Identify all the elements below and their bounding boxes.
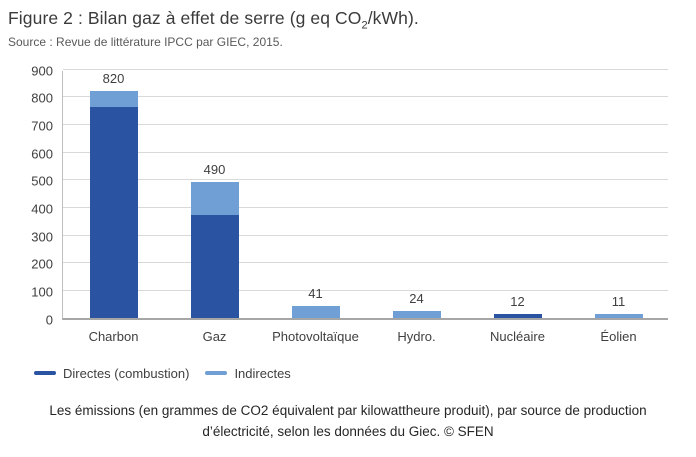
bar-segment [291, 306, 340, 318]
gridline [63, 262, 668, 264]
x-category-label: Photovoltaïque [272, 328, 359, 344]
bar-value-label: 820 [102, 70, 125, 86]
legend-marker-icon [205, 371, 228, 375]
bar-segment [493, 314, 542, 318]
legend-marker-icon [34, 371, 56, 375]
figure-caption: Les émissions (en grammes de CO2 équival… [0, 400, 696, 442]
y-tick-label: 200 [31, 256, 53, 272]
legend-item: Directes (combustion) [34, 366, 189, 381]
bar-chart: 0 100 200 300 400 500 600 700 800 900 820 490 41 24 1… [0, 64, 696, 326]
legend-label: Indirectes [234, 365, 291, 381]
bar-segment [392, 310, 441, 318]
gridline [63, 179, 668, 181]
y-tick-label: 900 [31, 63, 53, 78]
x-category-label: Gaz [202, 328, 227, 344]
x-category-label: Éolien [600, 328, 637, 344]
bar-value-label: 41 [308, 286, 323, 302]
caption-line-2: d’électricité, selon les données du Giec… [202, 423, 494, 439]
bar-segment [89, 90, 138, 108]
gridline [63, 289, 668, 291]
gridline [63, 151, 668, 153]
y-tick-label: 800 [31, 90, 53, 106]
figure-title-suffix: /kWh). [367, 8, 419, 28]
gridline [63, 96, 668, 98]
bar-segment [594, 314, 643, 318]
bar-value-label: 490 [203, 161, 226, 177]
y-tick-label: 600 [31, 146, 53, 161]
y-axis: 0 100 200 300 400 500 600 700 800 900 [0, 64, 62, 326]
y-tick-label: 100 [31, 284, 53, 300]
y-tick-label: 300 [31, 229, 53, 244]
bar-segment [190, 215, 239, 318]
figure-source: Source : Revue de littérature IPCC par G… [8, 34, 283, 49]
bar-value-label: 24 [409, 290, 424, 306]
figure-card: Figure 2 : Bilan gaz à effet de serre (g… [0, 8, 696, 457]
figure-title: Figure 2 : Bilan gaz à effet de serre (g… [8, 8, 696, 32]
chart-legend: Directes (combustion) Indirectes [34, 366, 696, 381]
figure-title-subscript: 2 [361, 19, 368, 32]
bar-value-label: 11 [611, 294, 626, 310]
gridline [63, 68, 668, 70]
x-axis-labels: Charbon Gaz Photovoltaïque Hydro. Nucléaire É… [63, 329, 669, 344]
legend-item: Indirectes [205, 365, 291, 381]
plot-area: 820 490 41 24 12 11 [62, 68, 668, 320]
x-category-label: Charbon [88, 328, 139, 344]
gridline [63, 206, 668, 208]
y-tick-label: 400 [31, 201, 53, 217]
gridline [63, 123, 668, 125]
y-tick-label: 700 [31, 118, 53, 134]
bar-segment [190, 181, 239, 216]
x-category-label: Nucléaire [490, 328, 545, 344]
caption-line-1: Les émissions (en grammes de CO2 équival… [49, 402, 647, 418]
x-category-label: Hydro. [397, 328, 436, 344]
bar-segment [89, 107, 138, 318]
legend-label: Directes (combustion) [63, 365, 190, 381]
bar-value-label: 12 [510, 294, 525, 310]
y-tick-label: 0 [45, 312, 53, 327]
gridline [63, 234, 668, 236]
figure-title-text: Figure 2 : Bilan gaz à effet de serre (g… [8, 8, 362, 28]
y-tick-label: 500 [31, 173, 53, 189]
